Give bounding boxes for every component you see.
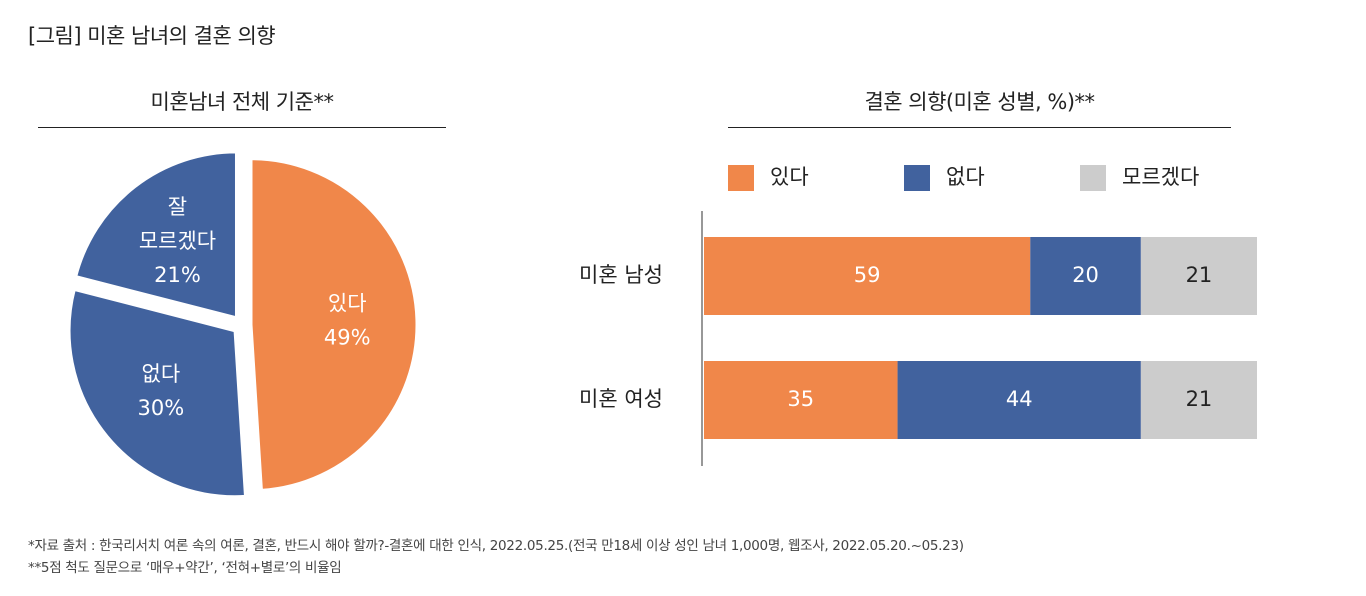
bar-value-label: 21 (1186, 387, 1213, 411)
legend-yes-swatch (728, 165, 754, 191)
pie-slice-label: 49% (324, 326, 371, 350)
pie-slice-unsure (73, 150, 238, 320)
legend-unsure-label: 모르겠다 (1122, 165, 1199, 189)
bar-segment (897, 361, 1141, 439)
legend-no-label: 없다 (946, 165, 985, 189)
pie-slice-label: 모르겠다 (139, 229, 216, 253)
pie-slice-no (67, 287, 248, 499)
bar-value-label: 59 (854, 263, 881, 287)
category-label: 미혼 여성 (579, 387, 663, 411)
legend-yes-label: 있다 (770, 165, 809, 189)
bar-segment (704, 361, 898, 439)
footnote-source: *자료 출처 : 한국리서치 여론 속의 여론, 결혼, 반드시 해야 할까?-… (28, 538, 964, 554)
pie-slice-label: 있다 (328, 292, 367, 316)
pie-chart-title: 미혼남녀 전체 기준** (150, 90, 334, 114)
pie-slice-yes (249, 157, 419, 492)
bar-value-label: 35 (787, 387, 814, 411)
bar-value-label: 20 (1072, 263, 1099, 287)
legend-unsure-swatch (1080, 165, 1106, 191)
bar-segment (1030, 237, 1141, 315)
pie-slice-label: 21% (154, 263, 201, 287)
legend-no-swatch (904, 165, 930, 191)
footnotes: *자료 출처 : 한국리서치 여론 속의 여론, 결혼, 반드시 해야 할까?-… (28, 535, 964, 579)
bar-title-divider (728, 127, 1231, 128)
bar-segment (1140, 237, 1257, 315)
bar-segment (1140, 361, 1257, 439)
pie-slice-label: 30% (138, 396, 185, 420)
bar-segment (704, 237, 1031, 315)
pie-slice-label: 없다 (142, 362, 181, 386)
bar-value-label: 44 (1006, 387, 1033, 411)
bar-value-label: 21 (1186, 263, 1213, 287)
category-label: 미혼 남성 (579, 263, 663, 287)
bar-chart-title: 결혼 의향(미혼 성별, %)** (864, 90, 1095, 114)
pie-slice-label: 잘 (168, 195, 187, 219)
footnote-scale: **5점 척도 질문으로 ‘매우+약간’, ‘전혀+별로’의 비율임 (28, 560, 342, 576)
pie-title-divider (38, 127, 446, 128)
figure-title: [그림] 미혼 남녀의 결혼 의향 (28, 24, 276, 48)
